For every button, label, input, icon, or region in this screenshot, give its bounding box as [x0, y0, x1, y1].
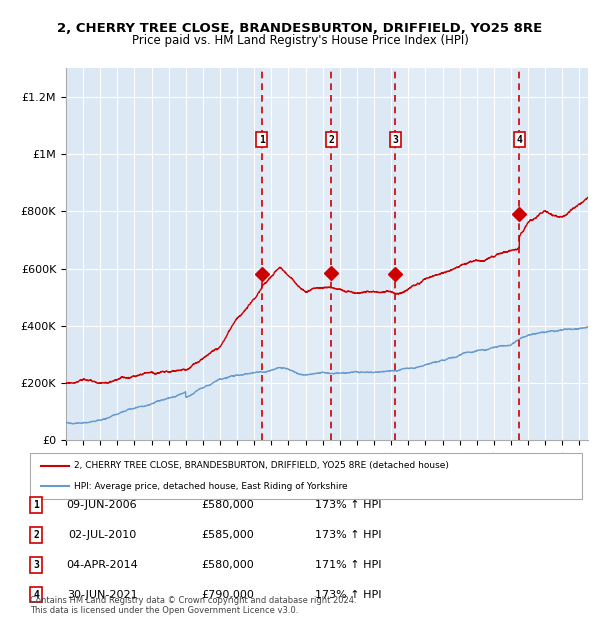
Text: 173% ↑ HPI: 173% ↑ HPI [315, 590, 381, 600]
Text: 2: 2 [33, 530, 39, 540]
Text: 09-JUN-2006: 09-JUN-2006 [67, 500, 137, 510]
Text: 1: 1 [259, 135, 265, 144]
Bar [262, 68, 331, 440]
Text: 173% ↑ HPI: 173% ↑ HPI [315, 530, 381, 540]
Text: Price paid vs. HM Land Registry's House Price Index (HPI): Price paid vs. HM Land Registry's House … [131, 34, 469, 47]
Text: 171% ↑ HPI: 171% ↑ HPI [315, 560, 381, 570]
Text: 1: 1 [33, 500, 39, 510]
Text: £580,000: £580,000 [202, 500, 254, 510]
Text: 02-JUL-2010: 02-JUL-2010 [68, 530, 136, 540]
Text: 4: 4 [517, 135, 523, 144]
Text: 2: 2 [328, 135, 334, 144]
Text: 2, CHERRY TREE CLOSE, BRANDESBURTON, DRIFFIELD, YO25 8RE (detached house): 2, CHERRY TREE CLOSE, BRANDESBURTON, DRI… [74, 461, 449, 470]
FancyBboxPatch shape [30, 453, 582, 499]
Text: Contains HM Land Registry data © Crown copyright and database right 2024.
This d: Contains HM Land Registry data © Crown c… [30, 596, 356, 615]
Text: 2, CHERRY TREE CLOSE, BRANDESBURTON, DRIFFIELD, YO25 8RE: 2, CHERRY TREE CLOSE, BRANDESBURTON, DRI… [58, 22, 542, 35]
Bar [395, 68, 520, 440]
Text: 173% ↑ HPI: 173% ↑ HPI [315, 500, 381, 510]
Text: 30-JUN-2021: 30-JUN-2021 [67, 590, 137, 600]
Text: £790,000: £790,000 [202, 590, 254, 600]
Text: 3: 3 [33, 560, 39, 570]
Text: £580,000: £580,000 [202, 560, 254, 570]
Text: 3: 3 [392, 135, 398, 144]
Text: 04-APR-2014: 04-APR-2014 [66, 560, 138, 570]
Text: HPI: Average price, detached house, East Riding of Yorkshire: HPI: Average price, detached house, East… [74, 482, 348, 490]
Text: 4: 4 [33, 590, 39, 600]
Text: £585,000: £585,000 [202, 530, 254, 540]
